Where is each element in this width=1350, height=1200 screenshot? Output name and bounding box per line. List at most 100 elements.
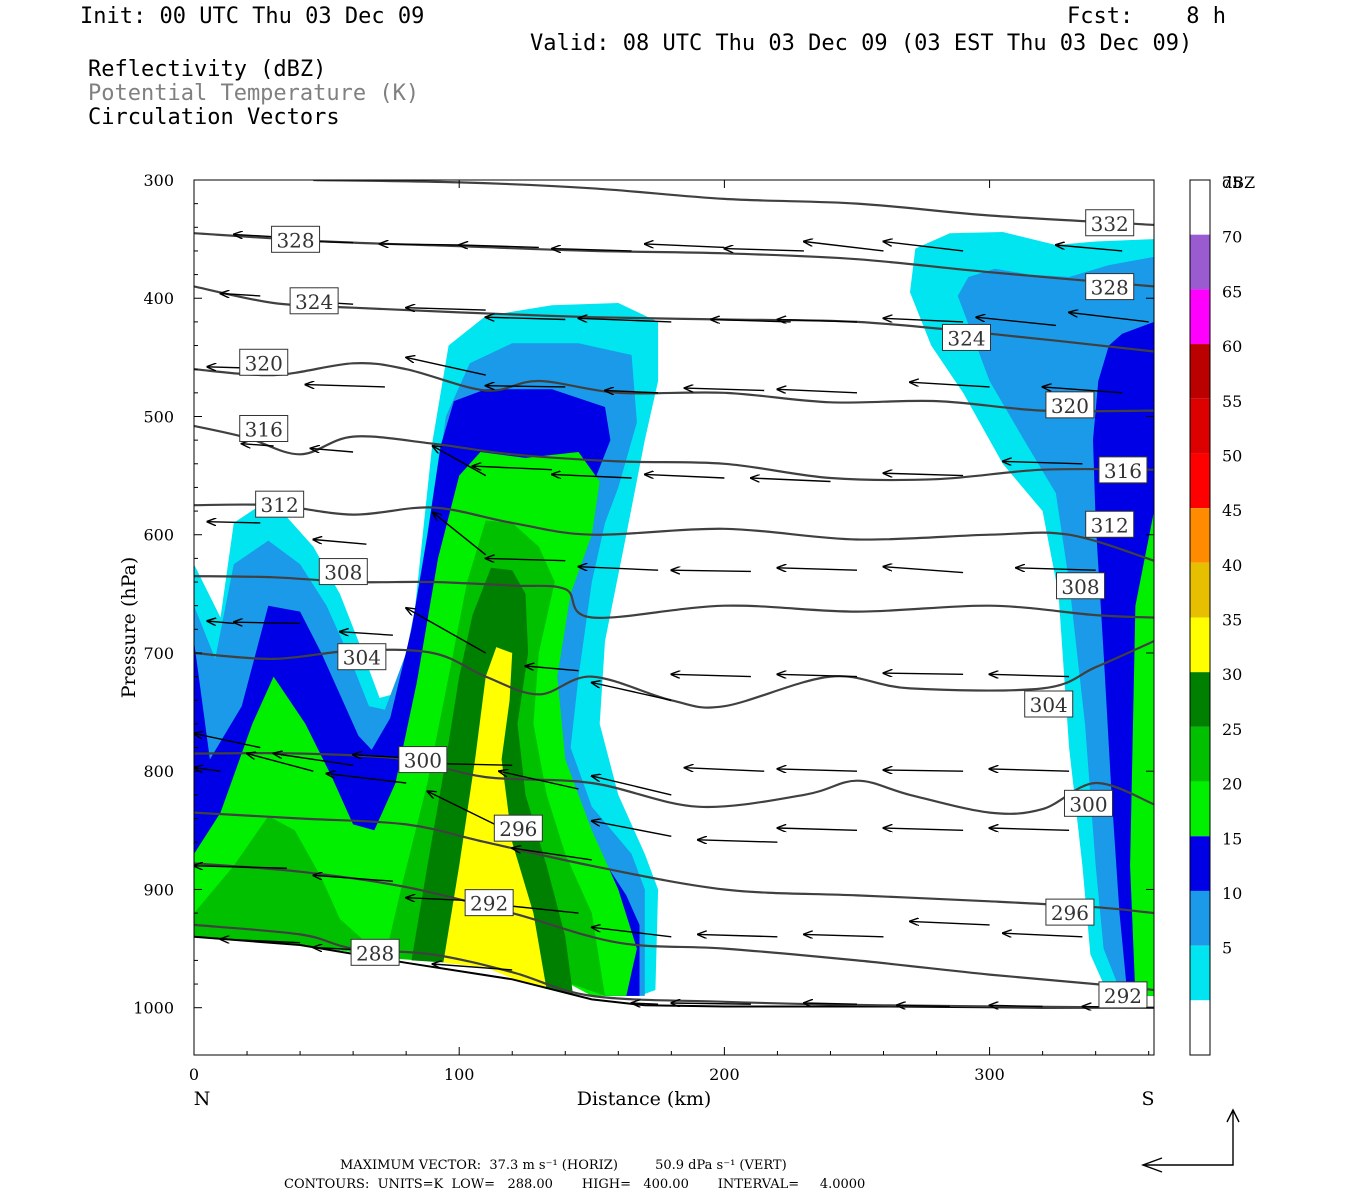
theta-contour-320 <box>194 361 1154 413</box>
colorbar-level-5: 5 <box>1222 939 1232 958</box>
circulation-vector-41 <box>486 558 566 560</box>
circulation-vector-76 <box>990 828 1070 830</box>
forecast-hour: Fcst: 8 h <box>1067 4 1226 29</box>
circulation-vector-65 <box>884 770 964 771</box>
colorbar-level-35: 35 <box>1222 611 1242 630</box>
colorbar-level-75: 75 <box>1222 173 1242 192</box>
colorbar-level-70: 70 <box>1222 228 1242 247</box>
circulation-vector-64 <box>777 769 858 771</box>
colorbar-level-55: 55 <box>1222 392 1242 411</box>
colorbar-level-20: 20 <box>1222 775 1242 794</box>
circulation-vector-70 <box>427 791 508 831</box>
circulation-vector-23 <box>486 386 566 387</box>
circulation-vector-68 <box>247 754 314 772</box>
theta-label-292-1: 292 <box>1098 981 1148 1009</box>
y-tick-label-500: 500 <box>143 407 174 426</box>
theta-label-text: 312 <box>261 493 299 517</box>
reference-vector-lines <box>1143 1110 1234 1166</box>
circulation-vector-90 <box>671 1003 751 1004</box>
circulation-vector-37 <box>1003 461 1083 463</box>
circulation-vector-82 <box>698 934 778 936</box>
colorbar-level-15: 15 <box>1222 829 1242 848</box>
x-end-label-left: N <box>194 1088 211 1110</box>
theta-label-box <box>271 225 321 253</box>
theta-label-box <box>1098 456 1148 484</box>
circulation-vector-35 <box>751 478 831 482</box>
circulation-vector-86 <box>221 939 301 943</box>
field-name-theta: Potential Temperature (K) <box>88 81 420 106</box>
y-tick-label-900: 900 <box>143 880 174 899</box>
colorbar-swatch-15 <box>1190 836 1210 891</box>
theta-label-box <box>350 938 400 966</box>
circulation-vector-30 <box>311 448 354 452</box>
theta-label-312-0: 312 <box>255 490 305 518</box>
circulation-vector-32 <box>473 466 553 470</box>
y-tick-label-1000: 1000 <box>133 999 174 1018</box>
circulation-vector-3 <box>459 245 539 247</box>
theta-contour-300 <box>194 751 1154 815</box>
colorbar-swatch-10 <box>1190 890 1210 946</box>
circulation-vector-39 <box>313 540 367 545</box>
theta-label-304-0: 304 <box>337 643 387 671</box>
circulation-vector-29 <box>242 444 274 446</box>
circulation-vector-45 <box>884 567 964 574</box>
circulation-vector-74 <box>777 828 858 830</box>
theta-label-box <box>1063 789 1113 817</box>
theta-label-text: 304 <box>343 646 381 670</box>
theta-label-text: 308 <box>1061 575 1099 599</box>
circulation-vector-63 <box>685 768 765 772</box>
circulation-vector-81 <box>592 927 672 938</box>
up-arrow-icon <box>1226 1108 1240 1123</box>
colorbar-swatch-65 <box>1190 289 1210 345</box>
colorbar-swatch-70 <box>1190 234 1210 290</box>
theta-label-text: 300 <box>404 749 442 773</box>
theta-contour-316 <box>194 424 1154 482</box>
circulation-vector-88 <box>433 964 513 971</box>
circulation-vector-77 <box>194 866 287 868</box>
circulation-vector-10 <box>221 294 261 296</box>
colorbar-level-10: 10 <box>1222 884 1242 903</box>
left-arrow-icon <box>1140 1157 1163 1173</box>
y-tick-label-600: 600 <box>143 526 174 545</box>
circulation-vector-13 <box>486 317 566 319</box>
theta-label-text: 296 <box>1051 901 1089 925</box>
theta-label-text: 332 <box>1091 212 1129 236</box>
theta-label-296-1: 296 <box>1045 898 1095 926</box>
circulation-vector-17 <box>884 318 964 322</box>
circulation-vector-92 <box>897 1005 950 1006</box>
circulation-vector-85 <box>1003 933 1083 937</box>
colorbar-level-25: 25 <box>1222 720 1242 739</box>
theta-label-text: 316 <box>1104 459 1142 483</box>
init-time: Init: 00 UTC Thu 03 Dec 09 <box>80 4 425 29</box>
x-tick-label-200: 200 <box>709 1065 740 1084</box>
circulation-vector-47 <box>207 621 234 623</box>
axes: 300 400 500 600 700 800 900 1000 0 100 200 300 Dista… <box>118 171 1155 1110</box>
theta-label-text: 296 <box>499 817 537 841</box>
theta-label-box <box>464 889 514 917</box>
theta-label-292-0: 292 <box>464 889 514 917</box>
x-axis-label: Distance (km) <box>577 1088 712 1110</box>
circulation-vector-73 <box>698 840 778 842</box>
circulation-vector-4 <box>552 249 632 251</box>
circulation-vector-58 <box>274 754 354 766</box>
circulation-vector-24 <box>605 391 659 393</box>
circulation-vector-19 <box>1069 312 1149 323</box>
theta-label-box <box>289 287 339 315</box>
circulation-vector-51 <box>526 666 579 672</box>
circulation-vector-36 <box>884 473 964 475</box>
colorbar-swatch-45 <box>1190 508 1210 563</box>
theta-label-text: 300 <box>1069 792 1107 816</box>
plot-frame <box>193 179 1155 1056</box>
max-vector-note: MAXIMUM VECTOR: 37.3 m s⁻¹ (HORIZ) 50.9 … <box>340 1158 787 1173</box>
theta-label-box <box>337 643 387 671</box>
circulation-vector-50 <box>406 608 487 654</box>
theta-label-324-1: 324 <box>941 323 991 351</box>
theta-label-288-0: 288 <box>350 938 400 966</box>
field-name-vectors: Circulation Vectors <box>88 105 340 130</box>
colorbar: dBZ 5 10 15 20 25 30 35 40 45 50 55 60 65 70 75 <box>1189 173 1255 1056</box>
contour-info-note: CONTOURS: UNITS=K LOW= 288.00 HIGH= 400.… <box>284 1177 866 1192</box>
theta-label-312-1: 312 <box>1085 510 1135 538</box>
theta-label-text: 328 <box>1091 276 1129 300</box>
theta-label-text: 320 <box>245 351 283 375</box>
circulation-vector-8 <box>884 242 964 252</box>
